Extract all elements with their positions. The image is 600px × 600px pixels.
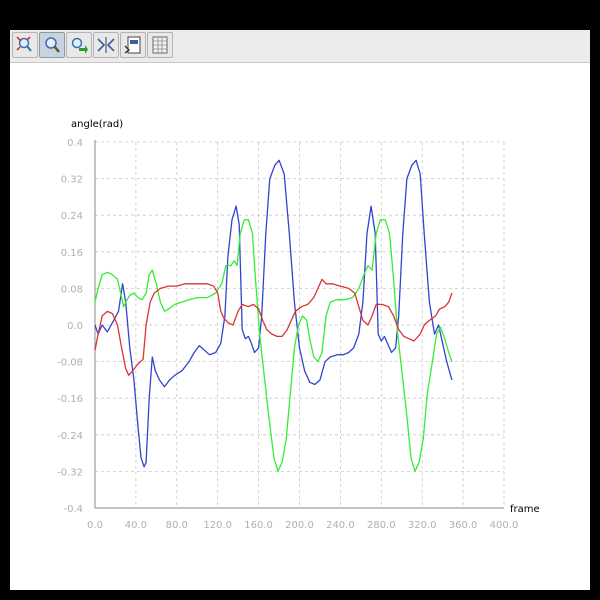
y-tick-label: 0.4 (67, 138, 83, 149)
y-tick-label: -0.08 (57, 358, 83, 369)
y-tick-label: 0.32 (61, 175, 83, 186)
fit-button[interactable] (93, 32, 119, 58)
y-axis-label: angle(rad) (71, 119, 123, 130)
y-tick-label: 0.24 (61, 211, 83, 222)
y-tick-label: -0.4 (63, 504, 83, 515)
table-icon (152, 36, 168, 54)
toolbar (10, 30, 590, 63)
x-tick-label: 200.0 (285, 520, 314, 531)
x-tick-label: 0.0 (87, 520, 103, 531)
x-tick-label: 360.0 (449, 520, 478, 531)
x-tick-label: 320.0 (408, 520, 437, 531)
export-icon (124, 36, 141, 54)
export-button[interactable] (120, 32, 146, 58)
line-chart: 0.0 40.0 80.0 120.0 160.0 200.0 240.0 280.0 320.… (57, 119, 540, 531)
grid (95, 141, 505, 508)
x-tick-label: 240.0 (326, 520, 355, 531)
x-axis-label: frame (510, 504, 540, 515)
pan-icon (71, 37, 88, 54)
pan-button[interactable] (66, 32, 92, 58)
y-tick-label: -0.16 (57, 394, 83, 405)
x-tick-label: 160.0 (244, 520, 273, 531)
x-tick-label: 280.0 (367, 520, 396, 531)
table-button[interactable] (147, 32, 173, 58)
series-line-1 (94, 159, 453, 468)
y-tick-label: 0.08 (61, 284, 83, 295)
zoom-icon (45, 37, 60, 53)
x-tick-label: 120.0 (203, 520, 232, 531)
y-tick-label: 0.16 (61, 248, 83, 259)
zoom-reset-button[interactable] (12, 32, 38, 58)
x-tick-label: 40.0 (125, 520, 147, 531)
series-line-3 (94, 278, 453, 376)
fit-icon (97, 37, 115, 53)
y-tick-label: 0.0 (67, 321, 83, 332)
y-tick-label: -0.24 (57, 431, 83, 442)
x-tick-label: 400.0 (490, 520, 519, 531)
y-tick-label: -0.32 (57, 467, 83, 478)
zoom-button[interactable] (39, 32, 65, 58)
plot-window: 0.0 40.0 80.0 120.0 160.0 200.0 240.0 280.0 320.… (10, 30, 590, 590)
zoom-reset-icon (16, 36, 32, 52)
series-line-2 (94, 219, 453, 473)
x-tick-label: 80.0 (166, 520, 188, 531)
